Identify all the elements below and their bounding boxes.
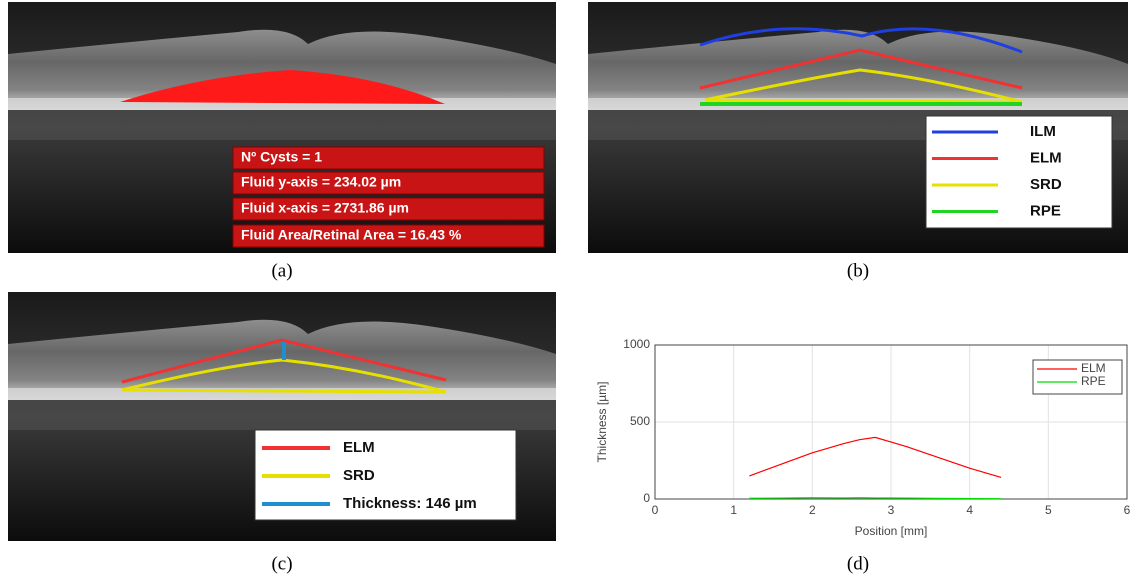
legend-label: Thickness: 146 µm [343,495,477,512]
legend-label: ILM [1030,123,1056,140]
legend-label: ELM [1081,361,1106,375]
x-tick-label: 0 [652,503,659,517]
data-line [749,497,1002,500]
legend-box [925,115,1113,229]
axes-box [654,344,1128,500]
ilm-curve [699,27,1023,54]
elm-curve [699,48,1023,90]
srd-curve [704,68,1023,104]
annotation-text: Fluid Area/Retinal Area = 16.43 % [241,227,462,243]
legend-label: ELM [343,439,375,456]
annotation-box [232,224,545,248]
legend-label: SRD [343,467,375,484]
y-axis-label: Thickness [µm] [595,382,609,463]
annotation-text: Nº Cysts = 1 [241,149,322,165]
panel-label: (d) [847,553,869,574]
panel-label: (a) [271,260,292,281]
srd-curve [121,358,447,394]
legend-label: RPE [1030,202,1061,219]
data-line [749,436,1002,479]
x-tick-label: 4 [966,503,973,517]
elm-curve [121,338,447,384]
annotation-text: Fluid y-axis = 234.02 µm [241,174,401,190]
annotation-box [232,171,545,195]
x-axis-label: Position [mm] [855,524,928,538]
retina-band [8,29,556,110]
legend-label: ELM [1030,149,1062,166]
y-tick-label: 1000 [623,337,650,351]
y-tick-label: 500 [630,414,650,428]
panel-label: (b) [847,260,869,281]
legend-label: SRD [1030,176,1062,193]
annotation-box [232,146,545,170]
y-tick-label: 0 [643,491,650,505]
x-tick-label: 6 [1124,503,1131,517]
x-tick-label: 1 [730,503,737,517]
fluid-region [120,70,445,104]
legend-label: RPE [1081,374,1106,388]
annotation-text: Fluid x-axis = 2731.86 µm [241,200,409,216]
x-tick-label: 5 [1045,503,1052,517]
panel-label: (c) [271,553,292,574]
choroid [8,400,556,430]
choroid [8,110,556,140]
annotation-box [232,197,545,221]
x-tick-label: 2 [809,503,816,517]
x-tick-label: 3 [888,503,895,517]
chart-legend-box [1032,359,1123,395]
